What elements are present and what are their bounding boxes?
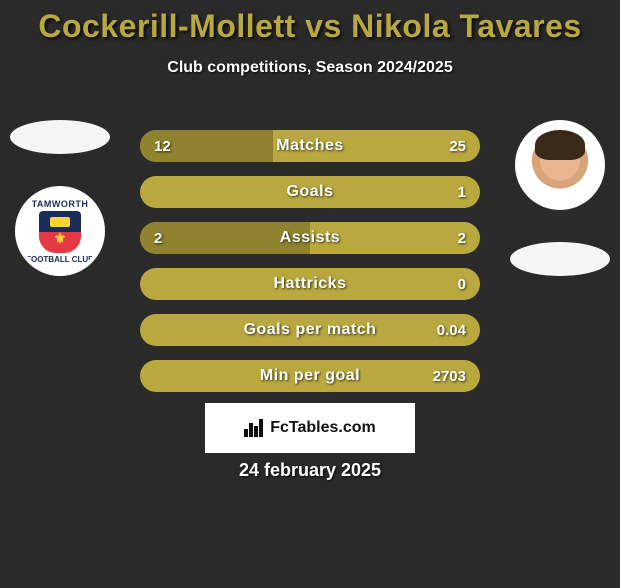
right-player-photo <box>515 120 605 210</box>
left-player-column: TAMWORTH FOOTBALL CLUB <box>10 120 110 276</box>
title-player-right: Nikola Tavares <box>351 8 582 44</box>
title-player-left: Cockerill-Mollett <box>38 8 295 44</box>
stat-left-value: 2 <box>154 230 162 247</box>
crest-text-top: TAMWORTH <box>32 199 89 209</box>
left-country-placeholder <box>10 120 110 154</box>
stat-right-value: 0.04 <box>437 322 466 339</box>
right-player-column <box>510 120 610 276</box>
stat-label: Min per goal <box>260 367 360 385</box>
stat-bar: Hattricks 0 <box>140 268 480 300</box>
stat-bar: Goals per match 0.04 <box>140 314 480 346</box>
stat-right-value: 2 <box>458 230 466 247</box>
comparison-title: Cockerill-Mollett vs Nikola Tavares <box>0 8 620 45</box>
subtitle: Club competitions, Season 2024/2025 <box>0 59 620 77</box>
chart-bars-icon <box>244 419 264 437</box>
right-club-placeholder <box>510 242 610 276</box>
stat-label: Goals per match <box>244 321 377 339</box>
stat-right-value: 2703 <box>433 368 466 385</box>
stat-label: Matches <box>276 137 344 155</box>
crest-shield-icon <box>39 211 81 253</box>
stat-label: Assists <box>280 229 340 247</box>
stat-bar: 2 Assists 2 <box>140 222 480 254</box>
stat-label: Goals <box>287 183 334 201</box>
stat-right-value: 25 <box>449 138 466 155</box>
left-club-crest: TAMWORTH FOOTBALL CLUB <box>15 186 105 276</box>
stat-label: Hattricks <box>274 275 347 293</box>
footer-date: 24 february 2025 <box>239 460 381 481</box>
stat-left-value: 12 <box>154 138 171 155</box>
stat-bar: Goals 1 <box>140 176 480 208</box>
title-vs: vs <box>296 8 351 44</box>
stat-bars: 12Matches25Goals12Assists2Hattricks0Goal… <box>140 130 480 392</box>
stat-bar: Min per goal 2703 <box>140 360 480 392</box>
stat-right-value: 1 <box>458 184 466 201</box>
stat-bar: 12 Matches 25 <box>140 130 480 162</box>
stat-right-value: 0 <box>458 276 466 293</box>
crest-text-bottom: FOOTBALL CLUB <box>26 255 94 264</box>
attribution-badge: FcTables.com <box>205 403 415 453</box>
attribution-text: FcTables.com <box>270 419 376 437</box>
